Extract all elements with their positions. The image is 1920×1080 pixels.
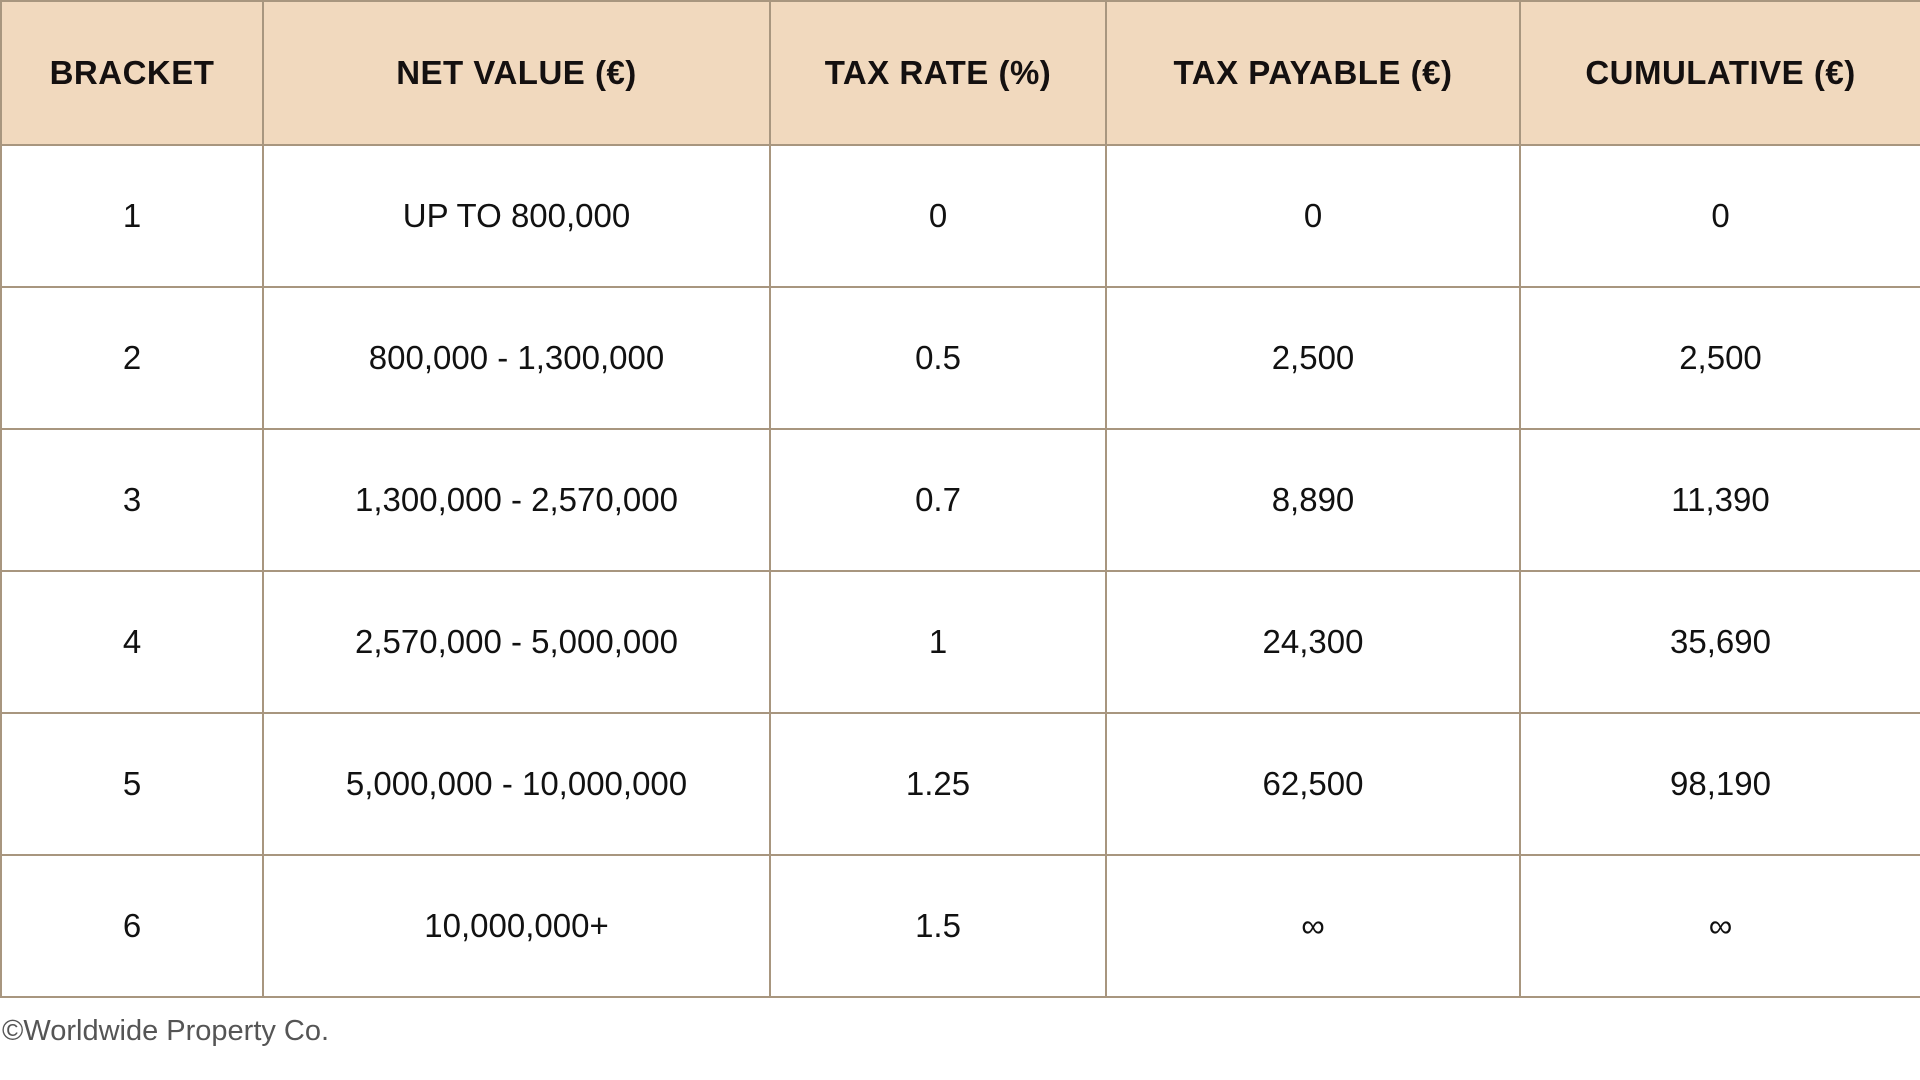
cell-tax-rate: 1.5: [769, 854, 1107, 998]
header-row: BRACKET NET VALUE (€) TAX RATE (%) TAX P…: [0, 0, 1920, 146]
cell-tax-rate: 1: [769, 570, 1107, 714]
header-tax-rate: TAX RATE (%): [769, 0, 1107, 146]
cell-tax-rate: 0: [769, 144, 1107, 288]
cell-net-value: UP TO 800,000: [262, 144, 771, 288]
cell-net-value: 2,570,000 - 5,000,000: [262, 570, 771, 714]
tax-bracket-table: BRACKET NET VALUE (€) TAX RATE (%) TAX P…: [0, 0, 1920, 998]
table-row: 6 10,000,000+ 1.5 ∞ ∞: [0, 854, 1920, 998]
header-tax-payable: TAX PAYABLE (€): [1105, 0, 1521, 146]
cell-cumulative: 98,190: [1519, 712, 1920, 856]
cell-bracket: 1: [0, 144, 264, 288]
cell-tax-rate: 0.7: [769, 428, 1107, 572]
cell-cumulative: 11,390: [1519, 428, 1920, 572]
cell-cumulative: 0: [1519, 144, 1920, 288]
cell-bracket: 6: [0, 854, 264, 998]
header-net-value: NET VALUE (€): [262, 0, 771, 146]
cell-tax-payable: 8,890: [1105, 428, 1521, 572]
cell-bracket: 5: [0, 712, 264, 856]
table-row: 2 800,000 - 1,300,000 0.5 2,500 2,500: [0, 286, 1920, 430]
table-row: 5 5,000,000 - 10,000,000 1.25 62,500 98,…: [0, 712, 1920, 856]
table-row: 1 UP TO 800,000 0 0 0: [0, 144, 1920, 288]
cell-tax-payable: 2,500: [1105, 286, 1521, 430]
cell-tax-rate: 1.25: [769, 712, 1107, 856]
cell-cumulative: ∞: [1519, 854, 1920, 998]
header-bracket: BRACKET: [0, 0, 264, 146]
cell-tax-payable: ∞: [1105, 854, 1521, 998]
cell-tax-rate: 0.5: [769, 286, 1107, 430]
table-row: 4 2,570,000 - 5,000,000 1 24,300 35,690: [0, 570, 1920, 714]
cell-tax-payable: 62,500: [1105, 712, 1521, 856]
cell-tax-payable: 24,300: [1105, 570, 1521, 714]
cell-net-value: 1,300,000 - 2,570,000: [262, 428, 771, 572]
cell-bracket: 2: [0, 286, 264, 430]
cell-cumulative: 2,500: [1519, 286, 1920, 430]
header-cumulative: CUMULATIVE (€): [1519, 0, 1920, 146]
cell-net-value: 10,000,000+: [262, 854, 771, 998]
copyright-footer: ©Worldwide Property Co.: [2, 1015, 330, 1047]
cell-net-value: 800,000 - 1,300,000: [262, 286, 771, 430]
cell-bracket: 4: [0, 570, 264, 714]
cell-tax-payable: 0: [1105, 144, 1521, 288]
cell-bracket: 3: [0, 428, 264, 572]
cell-net-value: 5,000,000 - 10,000,000: [262, 712, 771, 856]
cell-cumulative: 35,690: [1519, 570, 1920, 714]
table-row: 3 1,300,000 - 2,570,000 0.7 8,890 11,390: [0, 428, 1920, 572]
